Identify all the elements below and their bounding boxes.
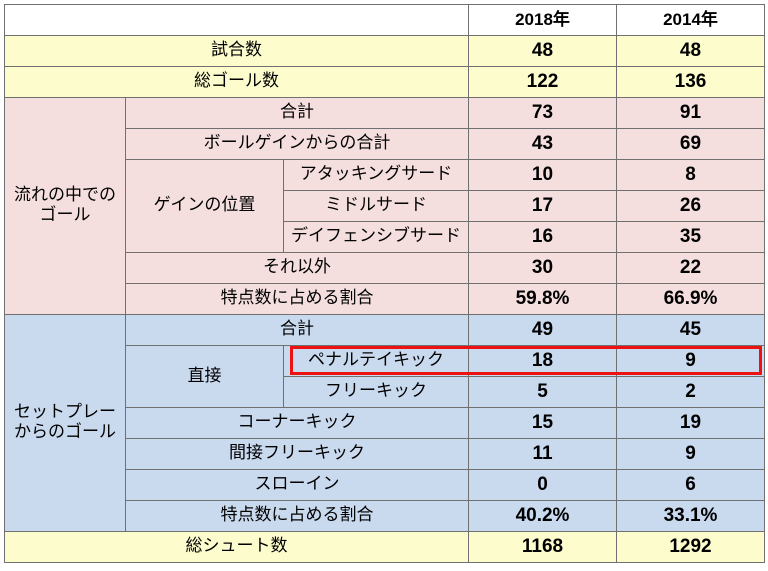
attacking-third-2018: 10 bbox=[468, 159, 617, 191]
penalty-label: ペナルテイキック bbox=[283, 345, 469, 377]
indirect-free-kick-label: 間接フリーキック bbox=[125, 438, 469, 470]
ball-gain-2018: 43 bbox=[468, 128, 617, 160]
total-shots-label: 総シュート数 bbox=[4, 531, 469, 563]
header-blank-cell bbox=[4, 4, 469, 36]
set-play-total-row: セットプレーからのゴール 合計 49 45 bbox=[4, 314, 765, 532]
throw-in-2014: 6 bbox=[616, 469, 765, 501]
open-play-total-row: 流れの中でのゴール 合計 73 91 bbox=[4, 97, 765, 315]
goal-stats-table: 2018年 2014年 試合数 48 48 総ゴール数 122 136 流れの中… bbox=[4, 4, 765, 563]
total-goals-2018: 122 bbox=[468, 66, 617, 98]
free-kick-label: フリーキック bbox=[283, 376, 469, 408]
penalty-row: 直接 ペナルテイキック 18 9 bbox=[5, 345, 765, 408]
corner-kick-2014: 19 bbox=[616, 407, 765, 439]
set-play-total-2018: 49 bbox=[468, 314, 617, 346]
attacking-third-label: アタッキングサード bbox=[283, 159, 469, 191]
indirect-free-kick-2018: 11 bbox=[468, 438, 617, 470]
ball-gain-row: ボールゲインからの合計 43 69 bbox=[5, 128, 765, 160]
set-play-total-2014: 45 bbox=[616, 314, 765, 346]
year-2014-header: 2014年 bbox=[616, 4, 765, 36]
throw-in-label: スローイン bbox=[125, 469, 469, 501]
corner-kick-2018: 15 bbox=[468, 407, 617, 439]
header-row: 2018年 2014年 bbox=[4, 4, 765, 36]
total-shots-2018: 1168 bbox=[468, 531, 617, 563]
open-play-share-row: 特点数に占める割合 59.8% 66.9% bbox=[5, 283, 765, 315]
ball-gain-2014: 69 bbox=[616, 128, 765, 160]
open-play-other-2014: 22 bbox=[616, 252, 765, 284]
throw-in-2018: 0 bbox=[468, 469, 617, 501]
open-play-total-2014: 91 bbox=[616, 97, 765, 129]
ball-gain-label: ボールゲインからの合計 bbox=[125, 128, 469, 160]
middle-third-2014: 26 bbox=[616, 190, 765, 222]
penalty-2018: 18 bbox=[468, 345, 617, 377]
set-play-share-2014: 33.1% bbox=[616, 500, 765, 532]
indirect-free-kick-row: 間接フリーキック 11 9 bbox=[5, 438, 765, 470]
middle-third-label: ミドルサード bbox=[283, 190, 469, 222]
open-play-group-label: 流れの中でのゴール bbox=[4, 97, 126, 315]
total-goals-2014: 136 bbox=[616, 66, 765, 98]
indirect-free-kick-2014: 9 bbox=[616, 438, 765, 470]
set-play-share-label: 特点数に占める割合 bbox=[125, 500, 469, 532]
open-play-total-label: 合計 bbox=[125, 97, 469, 129]
matches-label: 試合数 bbox=[4, 35, 469, 67]
open-play-share-2014: 66.9% bbox=[616, 283, 765, 315]
matches-row: 試合数 48 48 bbox=[4, 35, 765, 67]
direct-label: 直接 bbox=[125, 345, 284, 408]
attacking-third-row: ゲインの位置 アタッキングサード 10 8 bbox=[5, 159, 765, 253]
defensive-third-2014: 35 bbox=[616, 221, 765, 253]
set-play-share-2018: 40.2% bbox=[468, 500, 617, 532]
open-play-total-2018: 73 bbox=[468, 97, 617, 129]
set-play-share-row: 特点数に占める割合 40.2% 33.1% bbox=[5, 500, 765, 532]
total-goals-row: 総ゴール数 122 136 bbox=[4, 66, 765, 98]
free-kick-2014: 2 bbox=[616, 376, 765, 408]
defensive-third-label: デイフェンシブサード bbox=[283, 221, 469, 253]
gain-position-label: ゲインの位置 bbox=[125, 159, 284, 253]
matches-2018: 48 bbox=[468, 35, 617, 67]
open-play-share-2018: 59.8% bbox=[468, 283, 617, 315]
set-play-group-text: セットプレーからのゴール bbox=[14, 402, 116, 442]
set-play-group-label: セットプレーからのゴール bbox=[4, 314, 126, 532]
free-kick-2018: 5 bbox=[468, 376, 617, 408]
penalty-2014: 9 bbox=[616, 345, 765, 377]
total-shots-2014: 1292 bbox=[616, 531, 765, 563]
open-play-other-2018: 30 bbox=[468, 252, 617, 284]
open-play-group-text: 流れの中でのゴール bbox=[14, 185, 116, 225]
corner-kick-label: コーナーキック bbox=[125, 407, 469, 439]
total-shots-row: 総シュート数 1168 1292 bbox=[4, 531, 765, 563]
throw-in-row: スローイン 0 6 bbox=[5, 469, 765, 501]
open-play-other-label: それ以外 bbox=[125, 252, 469, 284]
year-2018-header: 2018年 bbox=[468, 4, 617, 36]
defensive-third-2018: 16 bbox=[468, 221, 617, 253]
defensive-third-row: デイフェンシブサード 16 35 bbox=[5, 221, 765, 253]
matches-2014: 48 bbox=[616, 35, 765, 67]
attacking-third-2014: 8 bbox=[616, 159, 765, 191]
set-play-total-label: 合計 bbox=[125, 314, 469, 346]
open-play-share-label: 特点数に占める割合 bbox=[125, 283, 469, 315]
total-goals-label: 総ゴール数 bbox=[4, 66, 469, 98]
middle-third-2018: 17 bbox=[468, 190, 617, 222]
free-kick-row: フリーキック 5 2 bbox=[5, 376, 765, 408]
